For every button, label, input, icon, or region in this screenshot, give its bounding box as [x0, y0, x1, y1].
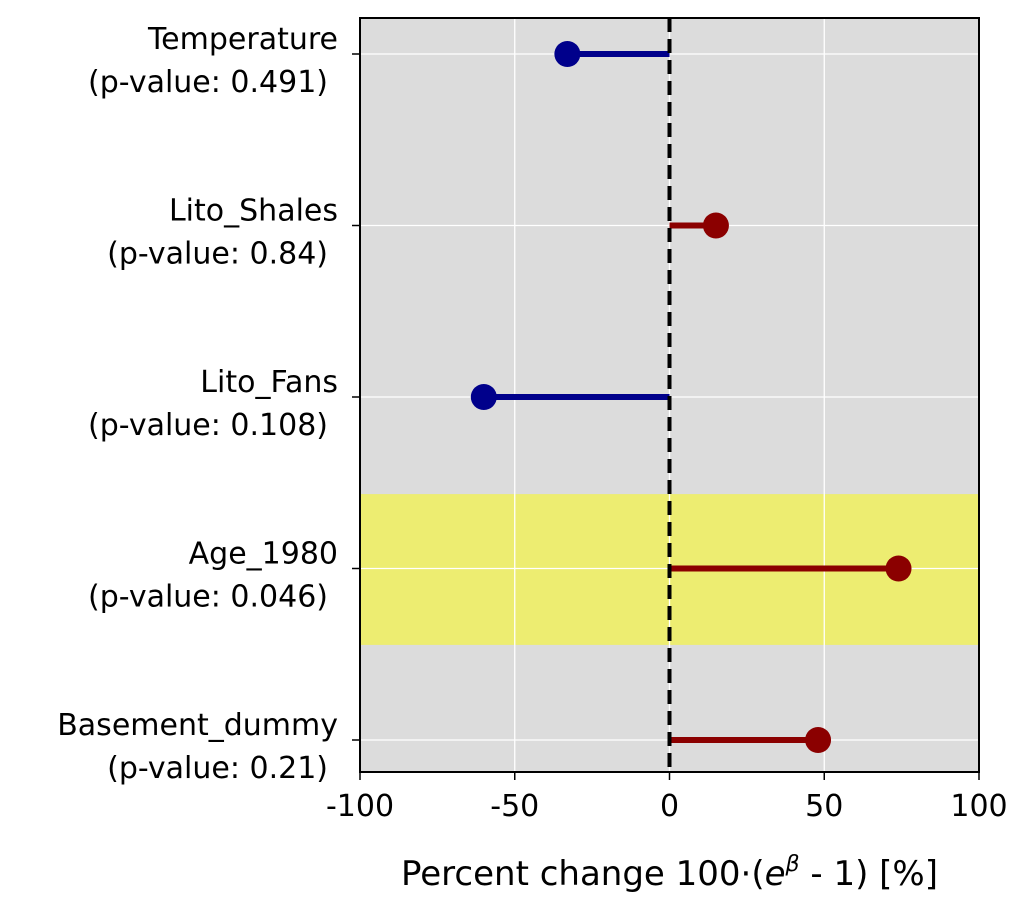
point-lito_fans — [470, 384, 497, 410]
y-tick-label-temperature: Temperature — [147, 22, 338, 57]
x-tick-label: 100 — [950, 789, 1007, 824]
x-axis-label-suffix: - 1) [%] — [800, 854, 938, 894]
point-age_1980 — [885, 555, 912, 582]
x-axis-label: Percent change 100·(eβ - 1) [%] — [401, 852, 938, 894]
y-tick-pvalue-temperature: (p-value: 0.491) — [88, 65, 328, 100]
y-tick-label-lito_fans: Lito_Fans — [200, 365, 338, 400]
x-axis-label-superscript: β — [785, 852, 800, 877]
point-temperature — [554, 41, 581, 67]
x-axis-label-base: e — [765, 854, 786, 894]
y-tick-pvalue-lito_fans: (p-value: 0.108) — [88, 408, 328, 443]
x-axis: -100 -50 0 50 100 — [326, 772, 1008, 824]
x-tick-label: 0 — [660, 789, 679, 824]
marks-layer — [470, 41, 912, 753]
x-tick-label: -50 — [490, 789, 539, 824]
point-basement_dummy — [805, 727, 832, 753]
y-tick-label-lito_shales: Lito_Shales — [169, 194, 338, 229]
y-axis: Temperature (p-value: 0.491) Lito_Shales (p… — [57, 22, 360, 786]
x-axis-label-prefix: Percent change 100·( — [401, 854, 765, 894]
point-lito_shales — [702, 212, 729, 239]
y-tick-pvalue-basement_dummy: (p-value: 0.21) — [107, 751, 328, 786]
y-tick-pvalue-lito_shales: (p-value: 0.84) — [107, 237, 328, 272]
y-tick-label-basement_dummy: Basement_dummy — [57, 708, 338, 743]
y-tick-label-age_1980: Age_1980 — [189, 537, 338, 572]
y-tick-pvalue-age_1980: (p-value: 0.046) — [88, 580, 328, 615]
x-tick-label: -100 — [326, 789, 394, 824]
x-tick-label: 50 — [805, 789, 843, 824]
